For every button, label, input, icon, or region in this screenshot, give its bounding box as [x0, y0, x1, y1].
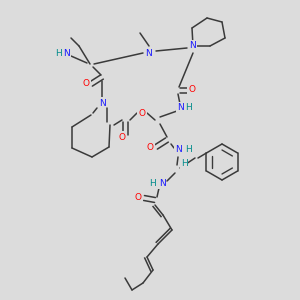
- Text: O: O: [188, 85, 196, 94]
- Text: N: N: [159, 178, 165, 188]
- Text: O: O: [82, 80, 89, 88]
- Text: N: N: [175, 146, 182, 154]
- Text: N: N: [64, 50, 70, 58]
- Text: H: H: [184, 103, 191, 112]
- Text: N: N: [190, 41, 196, 50]
- Text: O: O: [139, 109, 145, 118]
- Text: O: O: [146, 142, 154, 152]
- Text: N: N: [145, 49, 152, 58]
- Text: O: O: [118, 133, 125, 142]
- Text: N: N: [99, 98, 105, 107]
- Text: H: H: [56, 50, 62, 58]
- Text: H: H: [184, 146, 191, 154]
- Text: O: O: [134, 194, 142, 202]
- Text: H: H: [181, 158, 188, 167]
- Text: H: H: [148, 178, 155, 188]
- Text: N: N: [177, 103, 183, 112]
